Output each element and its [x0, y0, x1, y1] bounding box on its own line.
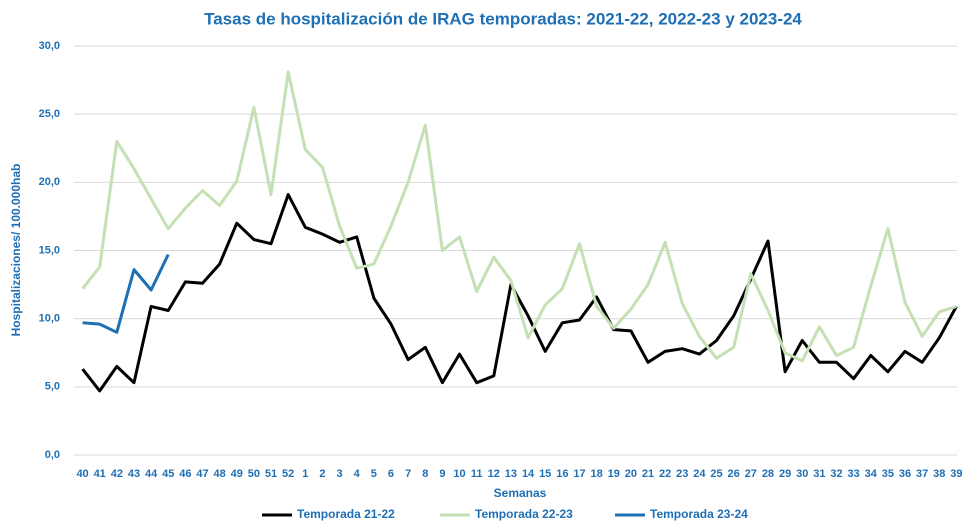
x-tick-label: 49	[231, 468, 243, 480]
x-tick-label: 26	[728, 468, 740, 480]
x-tick-label: 47	[196, 468, 208, 480]
x-tick-label: 6	[388, 468, 394, 480]
x-tick-label: 36	[899, 468, 911, 480]
y-tick-label: 10,0	[39, 313, 60, 325]
legend-label: Temporada 21-22	[297, 507, 395, 521]
x-tick-label: 22	[659, 468, 671, 480]
x-tick-label: 24	[693, 468, 706, 480]
x-tick-label: 51	[265, 468, 277, 480]
x-tick-label: 20	[625, 468, 637, 480]
x-tick-label: 41	[94, 468, 106, 480]
x-tick-label: 37	[916, 468, 928, 480]
x-tick-label: 30	[796, 468, 808, 480]
x-tick-label: 11	[471, 468, 483, 480]
x-tick-label: 31	[813, 468, 825, 480]
y-axis-label: Hospitalizaciones/ 100.000hab	[9, 164, 23, 337]
y-tick-label: 15,0	[39, 244, 60, 256]
x-tick-label: 23	[676, 468, 688, 480]
x-tick-label: 7	[405, 468, 411, 480]
x-tick-label: 1	[302, 468, 308, 480]
x-tick-label: 46	[179, 468, 191, 480]
y-tick-label: 5,0	[45, 381, 60, 393]
x-tick-label: 52	[282, 468, 294, 480]
x-tick-label: 32	[830, 468, 842, 480]
x-tick-label: 4	[354, 468, 361, 480]
x-tick-label: 15	[539, 468, 551, 480]
x-tick-label: 44	[145, 468, 158, 480]
x-tick-label: 25	[710, 468, 722, 480]
series-line	[81, 70, 957, 363]
legend-label: Temporada 23-24	[650, 507, 748, 521]
x-tick-label: 33	[848, 468, 860, 480]
y-tick-label: 25,0	[39, 108, 60, 120]
x-tick-label: 2	[319, 468, 325, 480]
series-line	[82, 253, 170, 334]
y-tick-label: 0,0	[45, 449, 60, 461]
x-tick-label: 42	[111, 468, 123, 480]
x-tick-label: 39	[950, 468, 962, 480]
x-axis-label: Semanas	[494, 486, 547, 500]
x-tick-label: 19	[608, 468, 620, 480]
x-tick-label: 13	[505, 468, 517, 480]
y-tick-label: 20,0	[39, 176, 60, 188]
series-line	[81, 193, 958, 393]
x-tick-label: 50	[248, 468, 260, 480]
x-tick-label: 9	[439, 468, 445, 480]
x-tick-label: 8	[422, 468, 428, 480]
x-tick-label: 16	[556, 468, 568, 480]
x-tick-label: 34	[865, 468, 878, 480]
x-tick-label: 45	[162, 468, 174, 480]
x-tick-label: 27	[745, 468, 757, 480]
x-tick-label: 40	[76, 468, 88, 480]
x-tick-label: 35	[882, 468, 894, 480]
y-tick-label: 30,0	[39, 40, 60, 52]
x-tick-label: 48	[214, 468, 226, 480]
x-tick-label: 21	[642, 468, 654, 480]
x-tick-label: 17	[573, 468, 585, 480]
x-tick-label: 18	[590, 468, 602, 480]
x-tick-label: 28	[762, 468, 774, 480]
x-tick-label: 5	[371, 468, 377, 480]
chart-title: Tasas de hospitalización de IRAG tempora…	[204, 9, 802, 28]
x-tick-label: 38	[933, 468, 945, 480]
x-tick-label: 12	[488, 468, 500, 480]
x-tick-label: 29	[779, 468, 791, 480]
legend-label: Temporada 22-23	[475, 507, 573, 521]
x-tick-label: 14	[522, 468, 535, 480]
x-tick-label: 3	[337, 468, 343, 480]
x-tick-label: 10	[453, 468, 465, 480]
x-tick-label: 43	[128, 468, 140, 480]
